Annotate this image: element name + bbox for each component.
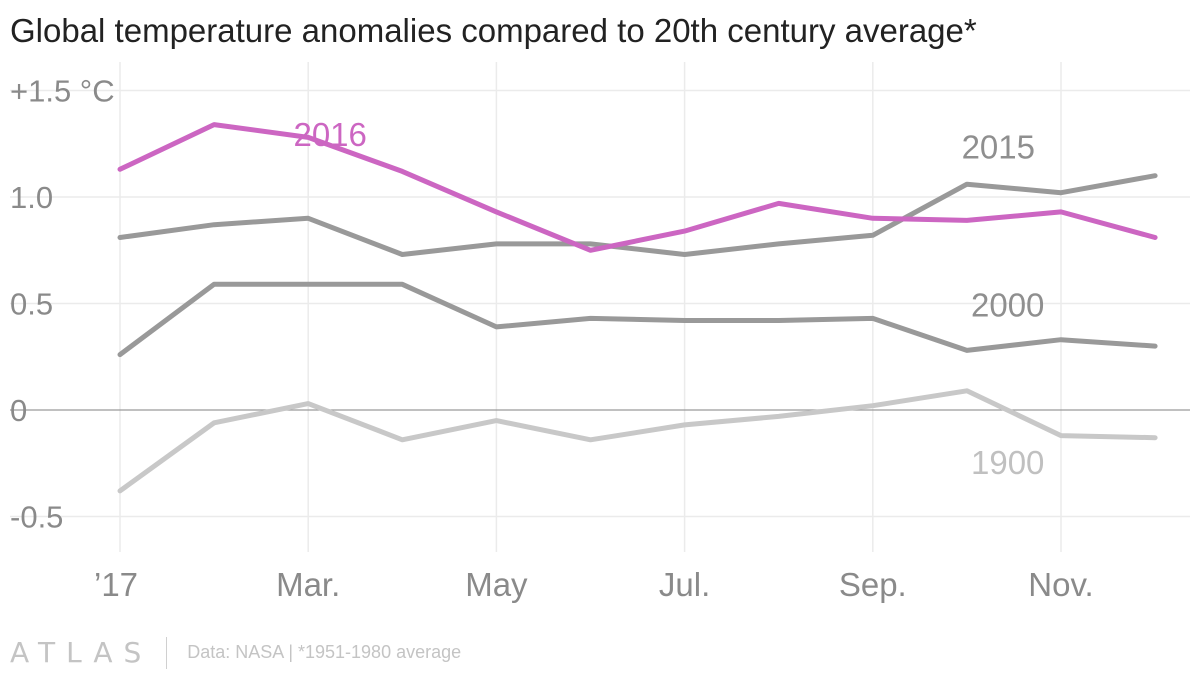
x-tick-label: ’17 xyxy=(94,566,138,603)
x-tick-label: May xyxy=(465,566,528,603)
y-tick-label: 1.0 xyxy=(10,180,53,215)
series-label-1900: 1900 xyxy=(971,444,1044,481)
series-labels: 1900 2000 2015 2016 xyxy=(293,116,1044,481)
y-tick-label: 0 xyxy=(10,393,27,428)
y-tick-label: 0.5 xyxy=(10,287,53,322)
series-label-2015: 2015 xyxy=(962,129,1035,166)
gridlines xyxy=(10,62,1190,552)
series-line-2016 xyxy=(117,122,1158,253)
y-tick-label: -0.5 xyxy=(10,500,63,535)
x-axis-ticks: ’17 Mar. May Jul. Sep. Nov. xyxy=(94,566,1094,603)
series-label-2000: 2000 xyxy=(971,286,1044,323)
x-tick-label: Sep. xyxy=(839,566,907,603)
x-tick-label: Jul. xyxy=(659,566,710,603)
chart-title: Global temperature anomalies compared to… xyxy=(10,12,977,49)
series-line-1900 xyxy=(117,388,1158,494)
footer-divider xyxy=(166,636,168,669)
x-tick-label: Mar. xyxy=(276,566,340,603)
source-note: Data: NASA | *1951-1980 average xyxy=(187,642,462,662)
series-line-2015 xyxy=(117,173,1158,257)
y-axis-ticks: +1.5 °C 1.0 0.5 0 -0.5 xyxy=(10,74,115,535)
atlas-logo: ATLAS xyxy=(10,636,153,669)
series-lines xyxy=(117,122,1158,494)
series-line-2000 xyxy=(117,281,1158,358)
x-tick-label: Nov. xyxy=(1028,566,1093,603)
series-label-2016: 2016 xyxy=(293,116,366,153)
footer: ATLAS Data: NASA | *1951-1980 average xyxy=(10,636,461,669)
y-tick-label: +1.5 °C xyxy=(10,74,115,109)
